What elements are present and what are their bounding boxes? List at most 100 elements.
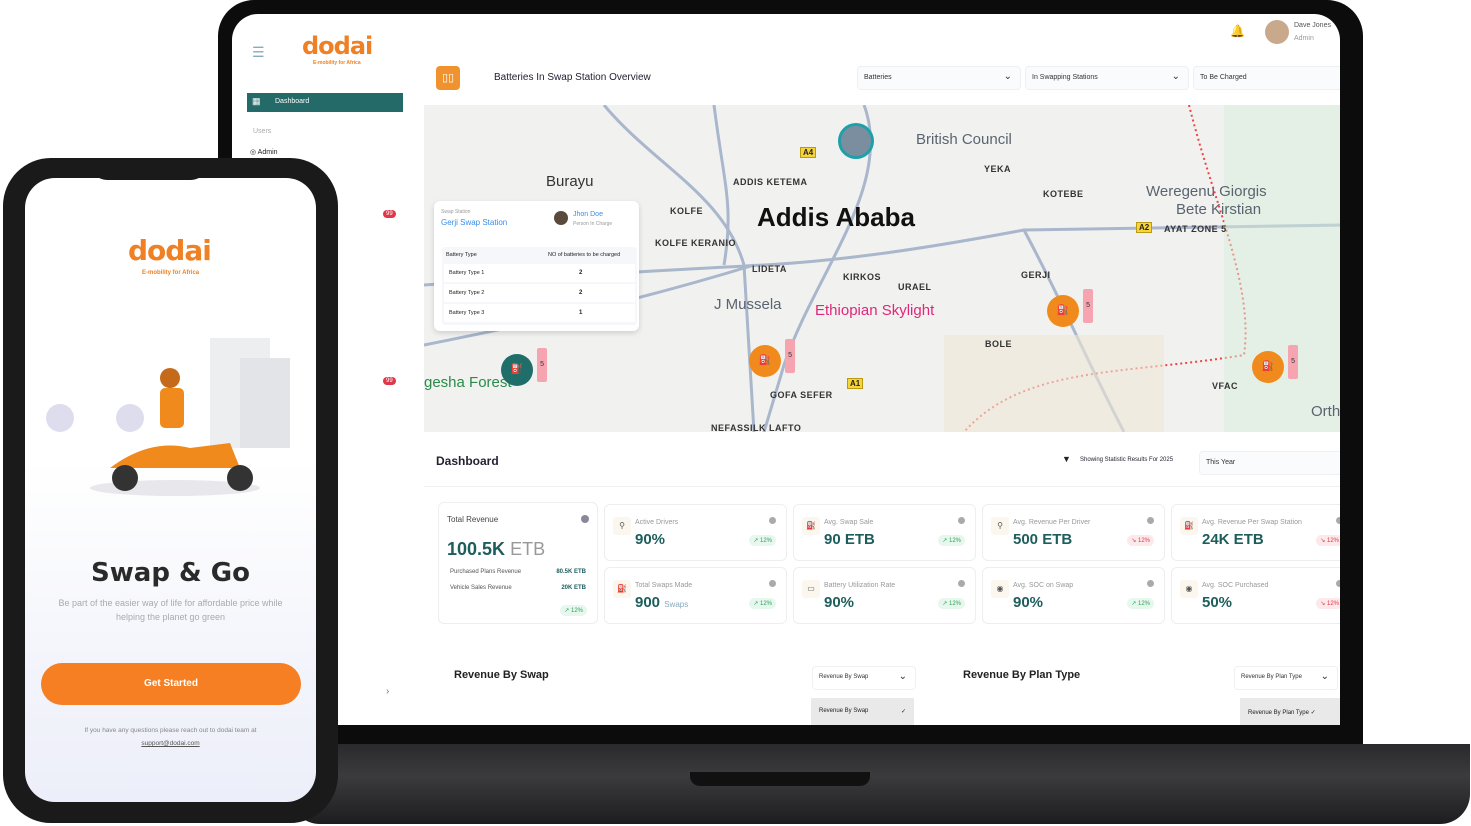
info-icon[interactable] [769,517,776,524]
stat-icon: ◉ [991,580,1009,598]
avatar[interactable] [1265,20,1289,44]
map-label: LIDETA [752,264,787,274]
revenue-by-swap-title: Revenue By Swap [454,669,549,681]
swap-station-marker-selected[interactable]: ⛽ 5 [501,348,547,386]
select-value: Batteries [864,74,892,81]
trend-badge: ↗ 12% [938,535,965,546]
info-icon[interactable] [1336,580,1340,587]
change: 12% [1137,538,1150,544]
map-label: Addis Ababa [757,202,915,232]
batteries-select[interactable]: Batteries ⌄ [857,66,1021,90]
card-value: 50% [1202,594,1232,611]
revenue-by-plan-select[interactable]: Revenue By Plan Type ⌄ [1234,666,1338,690]
swap-station-marker[interactable]: ⛽ 5 [1252,345,1298,383]
info-icon[interactable] [958,517,965,524]
page-title: Batteries In Swap Station Overview [494,72,651,83]
total-revenue-card: Total Revenue 100.5K ETB Purchased Plans… [438,502,598,624]
marker-badge: 5 [1288,345,1298,379]
menu-icon[interactable]: ☰ [252,44,265,60]
map-label: VFAC [1212,381,1239,391]
subtitle: Be part of the easier way of life for af… [58,598,283,622]
map-label: Ethiopian Skylight [815,302,935,319]
get-started-button[interactable]: Get Started [41,663,301,705]
info-icon[interactable] [1147,580,1154,587]
location-photo-pin[interactable] [838,123,874,159]
chevron-down-icon: ⌄ [1320,671,1329,682]
cell: 2 [579,290,583,296]
card-value: 90% [824,594,854,611]
map-label: AYAT ZONE 5 [1164,224,1227,234]
card-label: Avg. Revenue Per Swap Station [1202,519,1302,526]
trend-badge: ↘ 12% [1316,535,1340,546]
logo: dodai [302,32,373,60]
stat-card: ⛽ Avg. Swap Sale 90 ETB ↗ 12% [793,504,976,561]
map[interactable]: Burayu ADDIS KETEMA KOLFE Addis Ababa KO… [424,105,1340,432]
info-icon[interactable] [958,580,965,587]
cell: Battery Type 3 [449,310,485,316]
sidebar-collapse-chevron-icon[interactable]: › [386,686,390,697]
change: 12% [1326,538,1339,544]
chevron-down-icon: ⌄ [898,671,907,682]
dropdown-option[interactable]: Revenue By Swap ✓ [811,698,914,725]
map-label: Weregenu Giorgis [1146,183,1267,200]
info-icon[interactable] [1147,517,1154,524]
stat-card: ⚲ Avg. Revenue Per Driver 500 ETB ↘ 12% [982,504,1165,561]
trend-badge: ↘ 12% [1127,535,1154,546]
card-label: Avg. SOC on Swap [1013,582,1074,589]
map-label: GERJI [1021,270,1051,280]
stat-icon: ⛽ [1180,517,1198,535]
support-email-link[interactable]: support@dodai.com [141,740,200,747]
map-label: KOTEBE [1043,189,1084,199]
station-name[interactable]: Gerji Swap Station [441,218,508,227]
option-label: Revenue By Swap [819,708,869,714]
marker-badge: 5 [785,339,795,373]
bell-icon[interactable]: 🔔 [1230,24,1245,38]
table-header: Battery Type [446,252,477,258]
change: 12% [1326,601,1339,607]
revenue-by-swap-select[interactable]: Revenue By Swap ⌄ [812,666,916,690]
value: 500 ETB [1013,531,1073,548]
station-icon: ⛽ [758,355,772,366]
person-name[interactable]: Jhon Doe [573,211,603,218]
map-label: ADDIS KETEMA [733,177,808,187]
select-value: To Be Charged [1200,74,1247,81]
sidebar-item-admin[interactable]: ◎ Admin [250,148,278,156]
map-label: NEFASSILK LAFTO [711,423,802,432]
stat-card: ⚲ Active Drivers 90% ↗ 12% [604,504,787,561]
check-icon: ✓ [900,709,906,715]
sidebar-item-dashboard[interactable]: ▦ Dashboard [247,93,403,112]
select-value: This Year [1206,459,1236,466]
swap-station-marker[interactable]: ⛽ 5 [749,339,795,377]
table-row: Battery Type 1 2 [444,264,635,282]
sidebar-section-users: Users [253,128,272,135]
card-label: Avg. Revenue Per Driver [1013,519,1091,526]
trend-badge: ↗ 12% [938,598,965,609]
table-header: NO of batteries to be charged [548,252,621,258]
card-value: 90% [1013,594,1043,611]
stat-icon: ◉ [1180,580,1198,598]
card-value: 500 ETB [1013,531,1072,548]
row-value: 80.5K ETB [556,569,586,575]
map-label: KOLFE [670,206,703,216]
card-value: 100.5K ETB [447,539,545,560]
value: 90% [1013,594,1044,611]
period-select[interactable]: This Year [1199,451,1340,475]
info-icon[interactable] [581,515,589,523]
info-icon[interactable] [769,580,776,587]
row-label: Purchased Plans Revenue [450,569,522,575]
dropdown-option[interactable]: Revenue By Plan Type ✓ [1240,698,1340,725]
stat-icon: ⛽ [613,580,631,598]
badge: 99 [383,377,396,385]
swap-station-marker[interactable]: ⛽ 5 [1047,289,1093,327]
map-label: GOFA SEFER [770,390,833,400]
info-icon[interactable] [1336,517,1340,524]
logo-tagline: E-mobility for Africa [142,270,200,276]
table-row: Battery Type 3 1 [444,304,635,322]
laptop-screen: ☰ dodai E-mobility for Africa ▦ Dashboar… [232,14,1340,725]
status-select[interactable]: To Be Charged [1193,66,1340,90]
location-select[interactable]: In Swapping Stations ⌄ [1025,66,1189,90]
map-label: Orth [1311,403,1340,420]
card-value: 90 ETB [824,531,875,548]
trend-badge: ↗ 12% [749,598,776,609]
logo: dodai [128,234,212,267]
